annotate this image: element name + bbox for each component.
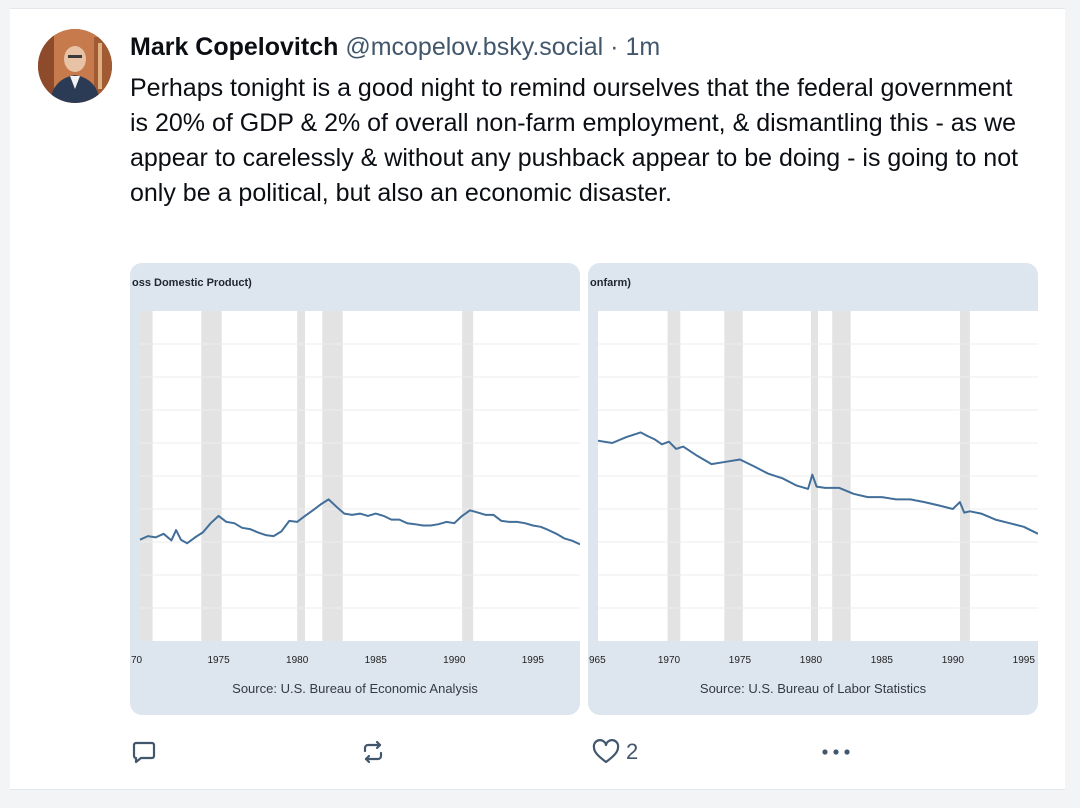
ellipsis-icon <box>822 749 850 755</box>
chart-employment: 965 1970 1975 1980 1985 1990 1995 <box>589 311 1038 666</box>
x-tick-label: 1990 <box>443 655 466 666</box>
x-tick-label: 1975 <box>207 655 230 666</box>
heart-icon <box>592 739 620 764</box>
post-card[interactable]: Mark Copelovitch @mcopelov.bsky.social ·… <box>10 8 1065 790</box>
post-time[interactable]: 1m <box>625 33 661 61</box>
repost-button[interactable] <box>360 737 386 767</box>
avatar-photo-icon <box>38 29 112 103</box>
repost-arrows-icon <box>363 740 383 764</box>
chart-gdp-title: oss Domestic Product) <box>132 277 252 289</box>
x-tick-label: 1975 <box>729 655 752 666</box>
post-text: Perhaps tonight is a good night to remin… <box>130 74 1019 207</box>
chart-employment-title: onfarm) <box>590 277 631 289</box>
speech-bubble-icon <box>132 741 156 764</box>
avatar[interactable] <box>38 29 112 103</box>
chart-gdp-source: Source: U.S. Bureau of Economic Analysis <box>232 681 478 696</box>
x-tick-label: 1995 <box>522 655 545 666</box>
x-tick-label: 1980 <box>800 655 823 666</box>
series-line-0 <box>139 498 580 546</box>
x-tick-label: 1985 <box>365 655 388 666</box>
like-button[interactable]: 2 <box>592 737 638 767</box>
x-tick-label: 965 <box>589 655 606 666</box>
series-line-0 <box>597 431 1038 535</box>
chart-employment-panel[interactable]: 965 1970 1975 1980 1985 1990 1995 onfarm) Sour… <box>588 263 1038 715</box>
chart-gdp-panel[interactable]: 70 1975 1980 1985 1990 1995 oss Domestic Prod… <box>130 263 580 715</box>
reply-button[interactable] <box>132 737 156 767</box>
x-tick-label: 1990 <box>942 655 965 666</box>
header-separator: · <box>610 33 619 61</box>
like-count: 2 <box>626 739 639 764</box>
author-name[interactable]: Mark Copelovitch <box>130 33 339 61</box>
post-header: Mark Copelovitch @mcopelov.bsky.social ·… <box>130 31 660 63</box>
x-tick-label: 1985 <box>871 655 894 666</box>
chart-gdp: 70 1975 1980 1985 1990 1995 <box>131 311 580 666</box>
more-options-button[interactable] <box>820 737 852 767</box>
x-tick-label: 1980 <box>286 655 309 666</box>
x-tick-label: 1970 <box>658 655 681 666</box>
x-tick-label: 1995 <box>1013 655 1036 666</box>
chart-employment-source: Source: U.S. Bureau of Labor Statistics <box>699 681 927 696</box>
author-handle[interactable]: @mcopelov.bsky.social <box>345 33 604 61</box>
x-tick-label: 70 <box>131 655 143 666</box>
